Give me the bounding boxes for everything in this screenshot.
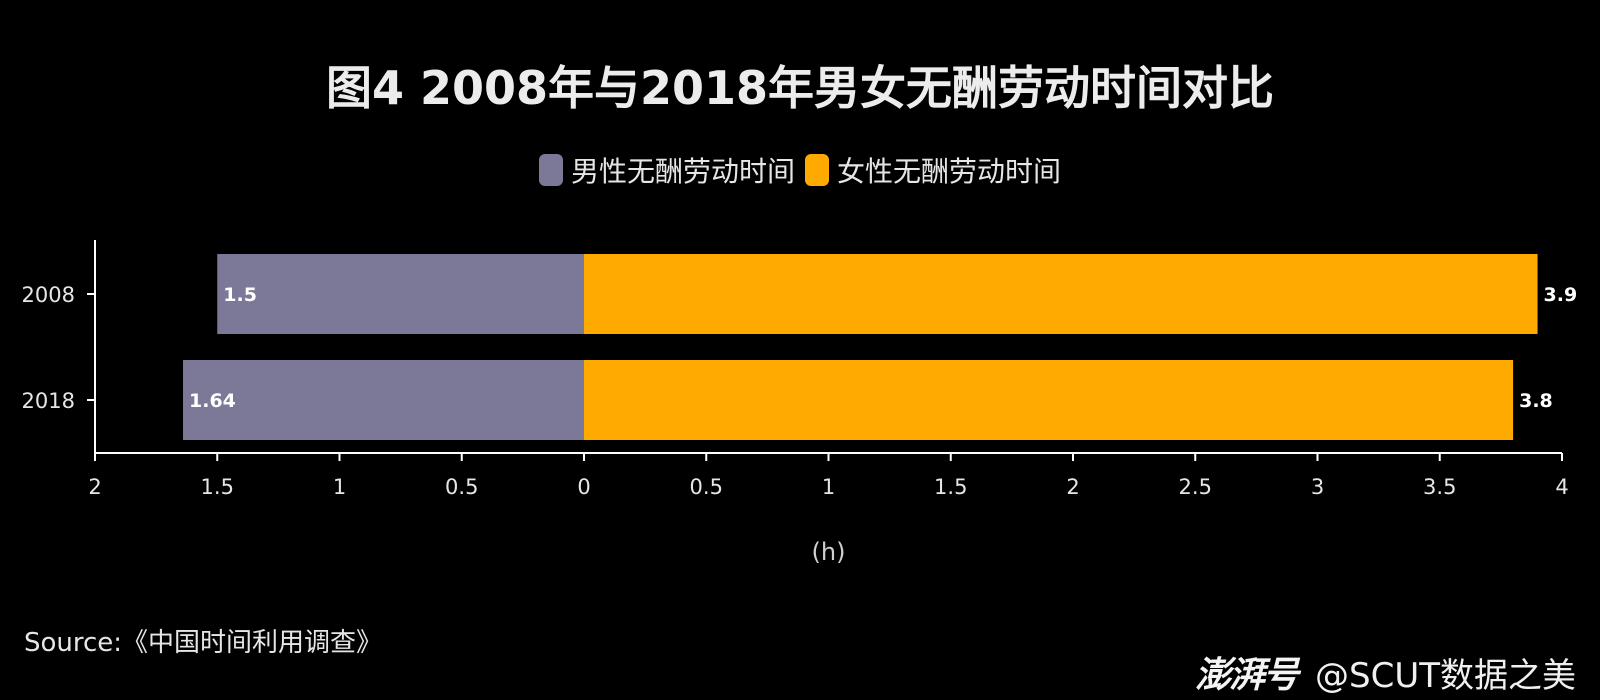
source-note: Source:《中国时间利用调查》	[24, 628, 383, 658]
bar-chart: 2 1.5 1 0.5 0 0.5 1 1.5 2 2.5 3 3.5 4 (h) 2008 1.5 3.9 20…	[22, 240, 1578, 566]
x-tick-label-3: 0.5	[445, 475, 478, 499]
x-tick-label-5: 0.5	[690, 475, 723, 499]
x-tick-label-7: 1.5	[934, 475, 967, 499]
legend-swatch-male	[538, 154, 563, 186]
legend-label-female: 女性无酬劳动时间	[837, 155, 1062, 188]
y-tick-label-2008: 2008	[22, 283, 75, 307]
watermark-account: @SCUT数据之美	[1315, 655, 1576, 696]
data-label-male-2018: 1.64	[189, 390, 236, 412]
x-tick-label-10: 3	[1311, 475, 1324, 499]
data-label-male-2008: 1.5	[223, 284, 257, 306]
watermark: 澎湃号 @SCUT数据之美	[1195, 646, 1576, 698]
legend-label-male: 男性无酬劳动时间	[570, 155, 795, 188]
x-tick-label-11: 3.5	[1423, 475, 1456, 499]
chart-legend: 男性无酬劳动时间 女性无酬劳动时间	[0, 150, 1600, 190]
x-axis-label: (h)	[812, 538, 846, 566]
x-tick-label-8: 2	[1066, 475, 1079, 499]
legend-swatch-female	[805, 154, 829, 186]
x-tick-label-12: 4	[1555, 475, 1568, 499]
bar-male-2018	[183, 360, 584, 440]
data-label-female-2018: 3.8	[1519, 390, 1553, 412]
watermark-logo: 澎湃号	[1195, 655, 1299, 696]
bar-male-2008	[217, 254, 584, 334]
chart-title: 图4 2008年与2018年男女无酬劳动时间对比	[325, 61, 1275, 115]
bar-female-2018	[584, 360, 1514, 440]
x-tick-label-6: 1	[822, 475, 835, 499]
x-tick-label-2: 1	[333, 475, 346, 499]
x-tick-label-9: 2.5	[1179, 475, 1212, 499]
data-label-female-2008: 3.9	[1544, 284, 1578, 306]
x-tick-label-0: 2	[88, 475, 101, 499]
legend-item-male[interactable]: 男性无酬劳动时间	[538, 150, 795, 190]
x-tick-label-4: 0	[577, 475, 590, 499]
legend-item-female[interactable]: 女性无酬劳动时间	[805, 150, 1061, 190]
y-tick-label-2018: 2018	[22, 389, 75, 413]
x-tick-label-1: 1.5	[201, 475, 234, 499]
bar-female-2008	[584, 254, 1538, 334]
